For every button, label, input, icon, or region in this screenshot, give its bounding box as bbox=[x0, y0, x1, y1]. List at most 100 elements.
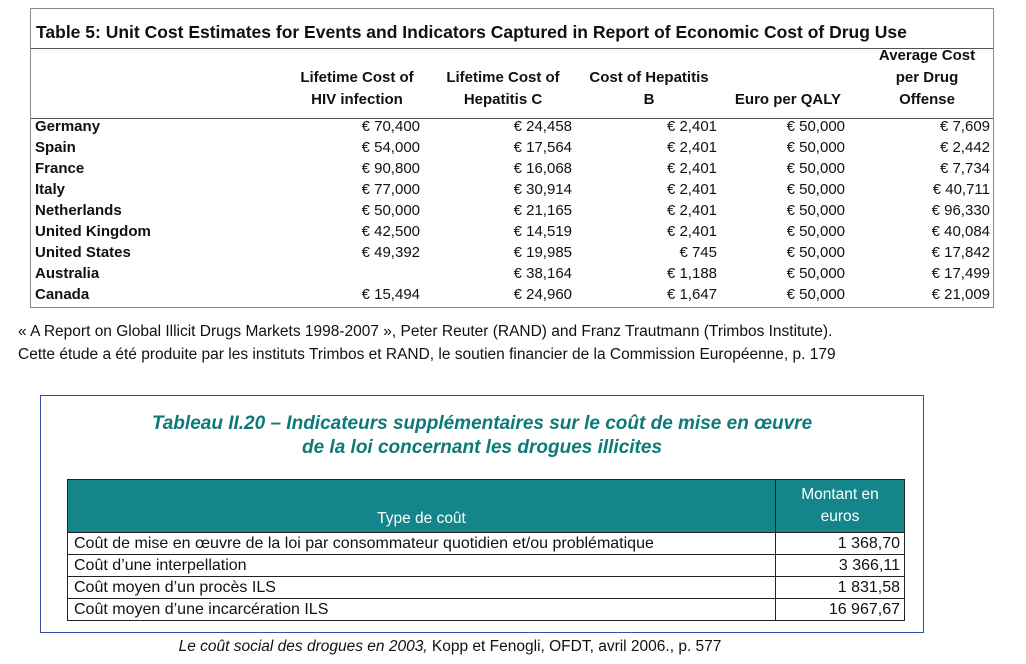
value-cell-hiv: € 77,000 bbox=[361, 181, 420, 198]
table-row: Coût d’une interpellation 3 366,11 bbox=[67, 554, 905, 577]
value-cell-qaly: € 50,000 bbox=[786, 286, 845, 303]
value-cell-hepc: € 19,985 bbox=[513, 244, 572, 261]
table-row: Italy € 77,000 € 30,914 € 2,401 € 50,000 € 40… bbox=[31, 179, 993, 200]
value-cell-hiv: € 50,000 bbox=[361, 202, 420, 219]
header-montant: Montant en euros bbox=[775, 479, 905, 533]
table-row: Spain € 54,000 € 17,564 € 2,401 € 50,000 € 2,… bbox=[31, 137, 993, 158]
table5-top-rule bbox=[31, 48, 993, 49]
table5-header-rule bbox=[31, 118, 993, 119]
citation-reuter-trautmann: « A Report on Global Illicit Drugs Marke… bbox=[18, 320, 836, 366]
value-cell-hepb: € 2,401 bbox=[666, 160, 717, 177]
table-row: Australia € 38,164 € 1,188 € 50,000 € 17,499 bbox=[31, 263, 993, 284]
value-cell-hiv: € 49,392 bbox=[361, 244, 420, 261]
value-cell-hepb: € 2,401 bbox=[666, 181, 717, 198]
table-row: United Kingdom € 42,500 € 14,519 € 2,401 € 5… bbox=[31, 221, 993, 242]
table5-header-qaly: Euro per QALY bbox=[723, 89, 853, 111]
tableau-ii20-table: Type de coût Montant en euros Coût de mi… bbox=[67, 479, 905, 621]
country-cell: Italy bbox=[35, 181, 66, 198]
citation1-line2: Cette étude a été produite par les insti… bbox=[18, 346, 836, 363]
value-cell-hepb: € 2,401 bbox=[666, 118, 717, 135]
header-montant-line2: euros bbox=[820, 508, 860, 525]
value-cell-hepc: € 30,914 bbox=[513, 181, 572, 198]
value-cell-hepc: € 16,068 bbox=[513, 160, 572, 177]
value-cell-offense: € 17,842 bbox=[931, 244, 990, 261]
cost-amount-cell: 1 831,58 bbox=[775, 576, 905, 599]
table-row: Coût moyen d’une incarcération ILS 16 96… bbox=[67, 598, 905, 621]
value-cell-offense: € 7,734 bbox=[939, 160, 990, 177]
tableau-ii20-title: Tableau II.20 – Indicateurs supplémentai… bbox=[41, 412, 923, 460]
header-montant-line1: Montant en bbox=[801, 486, 879, 503]
value-cell-hepb: € 1,647 bbox=[666, 286, 717, 303]
value-cell-hiv: € 15,494 bbox=[361, 286, 420, 303]
value-cell-hiv: € 54,000 bbox=[361, 139, 420, 156]
header-hiv-line1: Lifetime Cost of bbox=[300, 69, 414, 86]
cost-amount-cell: 3 366,11 bbox=[775, 554, 905, 577]
table5-header-hiv: Lifetime Cost of HIV infection bbox=[289, 67, 425, 111]
value-cell-hepc: € 14,519 bbox=[513, 223, 572, 240]
value-cell-qaly: € 50,000 bbox=[786, 160, 845, 177]
country-cell: Germany bbox=[35, 118, 101, 135]
header-offense-line1: Average Cost bbox=[878, 47, 976, 64]
cost-amount-cell: 16 967,67 bbox=[775, 598, 905, 621]
value-cell-offense: € 17,499 bbox=[931, 265, 990, 282]
citation2-rest: Kopp et Fenogli, OFDT, avril 2006., p. 5… bbox=[427, 638, 722, 655]
value-cell-hepc: € 38,164 bbox=[513, 265, 572, 282]
value-cell-hepb: € 2,401 bbox=[666, 202, 717, 219]
value-cell-offense: € 7,609 bbox=[939, 118, 990, 135]
header-hiv-line2: HIV infection bbox=[311, 91, 403, 108]
value-cell-hiv: € 70,400 bbox=[361, 118, 420, 135]
tableau-ii20-panel: Tableau II.20 – Indicateurs supplémentai… bbox=[40, 395, 924, 633]
header-hepb-line2: B bbox=[643, 91, 655, 108]
value-cell-qaly: € 50,000 bbox=[786, 244, 845, 261]
header-offense-line2: per Drug bbox=[895, 69, 959, 86]
table-row: Netherlands € 50,000 € 21,165 € 2,401 € 50,0… bbox=[31, 200, 993, 221]
header-type-de-cout: Type de coût bbox=[67, 479, 776, 533]
table-row: Coût de mise en œuvre de la loi par cons… bbox=[67, 532, 905, 555]
tableau-title-line1: Tableau II.20 – Indicateurs supplémentai… bbox=[151, 413, 813, 434]
country-cell: France bbox=[35, 160, 85, 177]
table5-title: Table 5: Unit Cost Estimates for Events … bbox=[36, 22, 907, 42]
cost-amount-cell: 1 368,70 bbox=[775, 532, 905, 555]
table-row: United States € 49,392 € 19,985 € 745 € 50,0… bbox=[31, 242, 993, 263]
value-cell-hepc: € 24,960 bbox=[513, 286, 572, 303]
value-cell-hepb: € 2,401 bbox=[666, 223, 717, 240]
value-cell-offense: € 2,442 bbox=[939, 139, 990, 156]
value-cell-qaly: € 50,000 bbox=[786, 139, 845, 156]
value-cell-hepb: € 745 bbox=[679, 244, 717, 261]
country-cell: Spain bbox=[35, 139, 76, 156]
citation1-line1: « A Report on Global Illicit Drugs Marke… bbox=[18, 323, 833, 340]
table-row: Germany € 70,400 € 24,458 € 2,401 € 50,000 € … bbox=[31, 116, 993, 137]
cost-type-cell: Coût moyen d’un procès ILS bbox=[67, 576, 776, 599]
table-row: France € 90,800 € 16,068 € 2,401 € 50,000 € 7… bbox=[31, 158, 993, 179]
header-hepc-line1: Lifetime Cost of bbox=[446, 69, 560, 86]
value-cell-qaly: € 50,000 bbox=[786, 223, 845, 240]
country-cell: Australia bbox=[35, 265, 100, 282]
table5-header-hepc: Lifetime Cost of Hepatitis C bbox=[435, 67, 571, 111]
table-row: Coût moyen d’un procès ILS 1 831,58 bbox=[67, 576, 905, 599]
citation-kopp-fenogli: Le coût social des drogues en 2003, Kopp… bbox=[0, 636, 1000, 658]
value-cell-offense: € 40,711 bbox=[932, 181, 990, 198]
cost-type-cell: Coût moyen d’une incarcération ILS bbox=[67, 598, 776, 621]
value-cell-hiv: € 90,800 bbox=[361, 160, 420, 177]
value-cell-qaly: € 50,000 bbox=[786, 202, 845, 219]
cost-type-cell: Coût de mise en œuvre de la loi par cons… bbox=[67, 532, 776, 555]
table5-header-hepb: Cost of Hepatitis B bbox=[579, 67, 719, 111]
citation2-title: Le coût social des drogues en 2003, bbox=[178, 638, 428, 655]
table5-header-offense: Average Cost per Drug Offense bbox=[863, 45, 991, 111]
value-cell-qaly: € 50,000 bbox=[786, 265, 845, 282]
value-cell-hepb: € 1,188 bbox=[666, 265, 717, 282]
value-cell-hiv: € 42,500 bbox=[361, 223, 420, 240]
value-cell-offense: € 21,009 bbox=[931, 286, 990, 303]
value-cell-offense: € 96,330 bbox=[931, 202, 990, 219]
value-cell-hepc: € 21,165 bbox=[513, 202, 572, 219]
value-cell-qaly: € 50,000 bbox=[786, 118, 845, 135]
country-cell: Netherlands bbox=[35, 202, 122, 219]
table-row: Canada € 15,494 € 24,960 € 1,647 € 50,000 € 2… bbox=[31, 284, 993, 305]
country-cell: United States bbox=[35, 244, 131, 261]
value-cell-qaly: € 50,000 bbox=[786, 181, 845, 198]
country-cell: United Kingdom bbox=[35, 223, 151, 240]
country-cell: Canada bbox=[35, 286, 90, 303]
table5-unit-cost-estimates: Table 5: Unit Cost Estimates for Events … bbox=[30, 8, 994, 308]
value-cell-hepb: € 2,401 bbox=[666, 139, 717, 156]
tableau-title-line2: de la loi concernant les drogues illicit… bbox=[301, 437, 663, 458]
